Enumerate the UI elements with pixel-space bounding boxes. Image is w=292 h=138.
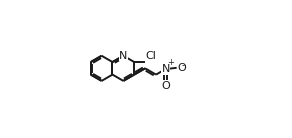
Text: N: N [161,64,170,74]
Text: +: + [167,58,174,67]
Text: O: O [177,63,186,73]
Text: -: - [181,61,184,70]
Text: N: N [119,51,128,61]
Text: O: O [161,81,170,91]
Text: Cl: Cl [145,51,156,61]
